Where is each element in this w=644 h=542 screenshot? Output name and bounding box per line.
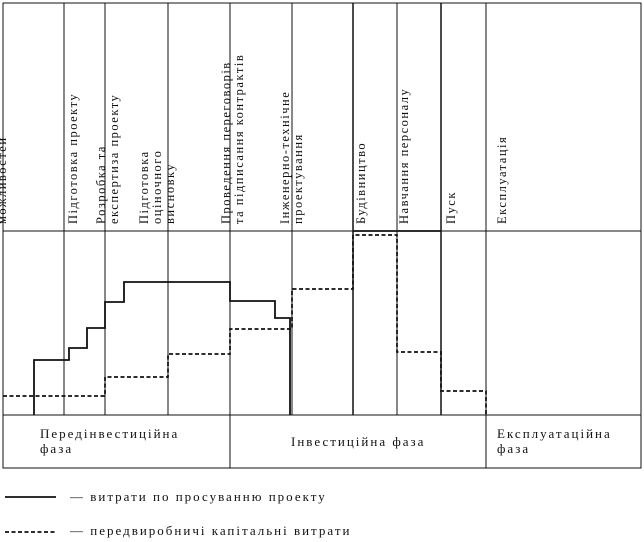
phase-operation: Експлуатаційна фаза: [497, 426, 612, 456]
phase-investment: Інвестиційна фаза: [291, 434, 426, 449]
legend-solid-label: — витрати по просуванню проекту: [70, 489, 327, 504]
legend-dashed-label: — передвиробничі капітальні витрати: [70, 523, 352, 538]
solid-cost-line: [33, 281, 291, 415]
phase-pre-investment: Передінвестиційна фаза: [40, 426, 180, 456]
dashed-cost-line: [3, 234, 487, 415]
table-frame: [2, 2, 642, 469]
